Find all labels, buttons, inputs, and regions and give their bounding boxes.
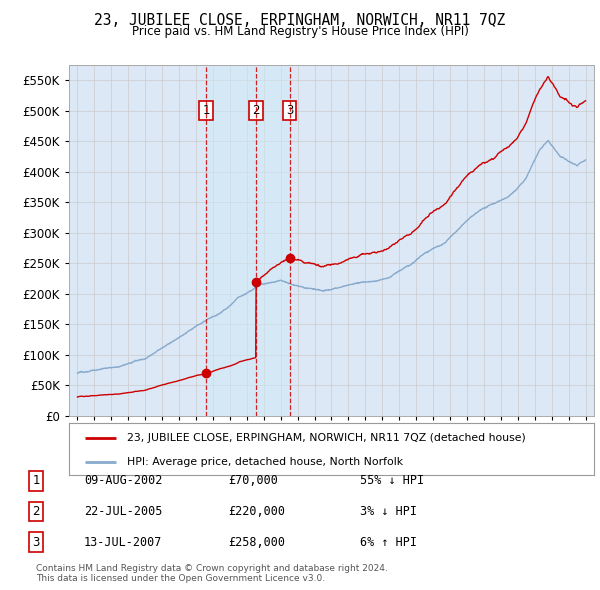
Text: 1: 1 (32, 474, 40, 487)
Text: 3: 3 (286, 104, 293, 117)
Text: Price paid vs. HM Land Registry's House Price Index (HPI): Price paid vs. HM Land Registry's House … (131, 25, 469, 38)
Text: £220,000: £220,000 (228, 505, 285, 518)
Text: £70,000: £70,000 (228, 474, 278, 487)
Text: 13-JUL-2007: 13-JUL-2007 (84, 536, 163, 549)
Bar (206, 65, 290, 416)
Text: 6% ↑ HPI: 6% ↑ HPI (360, 536, 417, 549)
Text: 23, JUBILEE CLOSE, ERPINGHAM, NORWICH, NR11 7QZ (detached house): 23, JUBILEE CLOSE, ERPINGHAM, NORWICH, N… (127, 432, 526, 442)
Text: HPI: Average price, detached house, North Norfolk: HPI: Average price, detached house, Nort… (127, 457, 403, 467)
Text: 1: 1 (202, 104, 210, 117)
Text: 23, JUBILEE CLOSE, ERPINGHAM, NORWICH, NR11 7QZ: 23, JUBILEE CLOSE, ERPINGHAM, NORWICH, N… (94, 13, 506, 28)
Text: 3: 3 (32, 536, 40, 549)
Text: 22-JUL-2005: 22-JUL-2005 (84, 505, 163, 518)
Text: 55% ↓ HPI: 55% ↓ HPI (360, 474, 424, 487)
Text: Contains HM Land Registry data © Crown copyright and database right 2024.
This d: Contains HM Land Registry data © Crown c… (36, 563, 388, 583)
Text: 2: 2 (32, 505, 40, 518)
Text: £258,000: £258,000 (228, 536, 285, 549)
Text: 2: 2 (253, 104, 260, 117)
Text: 3% ↓ HPI: 3% ↓ HPI (360, 505, 417, 518)
Text: 09-AUG-2002: 09-AUG-2002 (84, 474, 163, 487)
